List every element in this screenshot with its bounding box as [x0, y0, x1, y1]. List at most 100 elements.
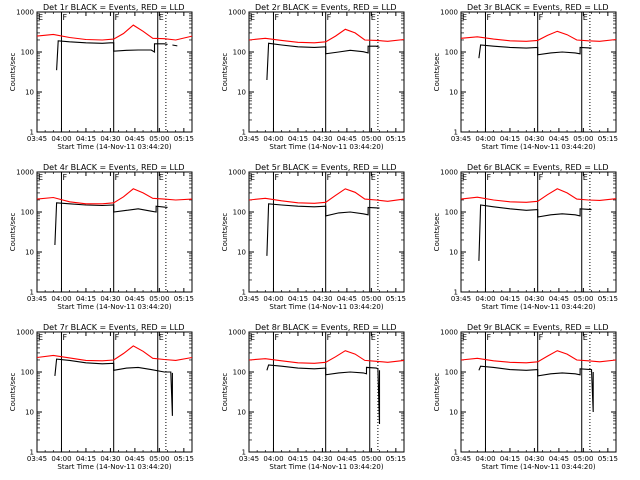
chart-title: Det 4r BLACK = Events, RED = LLD	[43, 163, 185, 172]
plot-frame	[36, 171, 193, 293]
x-tick-label: 05:00	[149, 135, 169, 143]
x-tick-label: 04:45	[125, 295, 145, 303]
x-tick-label: 05:00	[361, 295, 381, 303]
x-tick-label: 03:45	[27, 295, 47, 303]
x-tick-label: 04:45	[337, 135, 357, 143]
marker-label: F	[115, 333, 120, 342]
plot-frame	[248, 331, 405, 453]
x-tick-label: 03:45	[27, 135, 47, 143]
y-axis-label: Counts/sec	[221, 53, 229, 92]
marker-label: F	[62, 173, 67, 182]
y-tick-label: 10	[237, 409, 246, 417]
marker-label: F	[115, 173, 120, 182]
lld-series-line	[460, 350, 617, 364]
y-tick-label: 10	[25, 89, 34, 97]
x-tick-label: 04:30	[100, 295, 120, 303]
x-tick-label: 05:15	[174, 295, 194, 303]
events-series-line	[172, 44, 178, 47]
marker-label: E	[583, 173, 588, 182]
x-tick-label: 05:15	[386, 135, 406, 143]
chart-title: Det 7r BLACK = Events, RED = LLD	[43, 323, 185, 332]
y-tick-label: 1000	[228, 169, 246, 177]
lld-series-line	[36, 345, 193, 362]
marker-label: E	[371, 333, 376, 342]
marker-label: E	[159, 13, 164, 22]
x-tick-label: 03:45	[27, 455, 47, 463]
lld-series-line	[248, 28, 405, 44]
y-tick-label: 100	[21, 209, 34, 217]
y-tick-label: 1	[454, 289, 458, 297]
marker-label: E	[159, 173, 164, 182]
events-series-line	[478, 44, 592, 59]
plot-frame	[248, 171, 405, 293]
chart-title: Det 8r BLACK = Events, RED = LLD	[255, 323, 397, 332]
y-axis-label: Counts/sec	[9, 53, 17, 92]
y-tick-label: 100	[21, 49, 34, 57]
lld-series-line	[248, 188, 405, 204]
marker-label: F	[327, 13, 332, 22]
x-tick-label: 04:15	[76, 295, 96, 303]
events-series-line	[478, 204, 592, 261]
y-tick-label: 1	[242, 289, 246, 297]
chart-title: Det 5r BLACK = Events, RED = LLD	[255, 163, 397, 172]
marker-label: F	[274, 173, 279, 182]
x-tick-label: 04:45	[337, 295, 357, 303]
x-tick-label: 04:15	[288, 295, 308, 303]
marker-label: E	[462, 13, 467, 22]
x-tick-label: 05:00	[149, 455, 169, 463]
x-tick-label: 03:45	[239, 135, 259, 143]
y-tick-label: 100	[445, 369, 458, 377]
x-tick-label: 05:00	[573, 455, 593, 463]
x-tick-label: 04:00	[475, 295, 495, 303]
marker-label: F	[115, 13, 120, 22]
x-tick-label: 04:45	[337, 455, 357, 463]
y-tick-label: 1000	[16, 329, 34, 337]
marker-label: E	[462, 173, 467, 182]
x-tick-label: 05:00	[573, 135, 593, 143]
chart-panel-5: Det 5r BLACK = Events, RED = LLD 1 10 100 10…	[221, 163, 406, 311]
x-tick-label: 04:00	[263, 295, 283, 303]
x-tick-label: 04:30	[524, 295, 544, 303]
plot-frame	[36, 331, 193, 453]
y-axis-label: Counts/sec	[433, 373, 441, 412]
y-tick-label: 1	[242, 449, 246, 457]
y-tick-label: 1	[454, 449, 458, 457]
chart-panel-8: Det 8r BLACK = Events, RED = LLD 1 10 100 10…	[221, 323, 406, 471]
chart-title: Det 9r BLACK = Events, RED = LLD	[467, 323, 609, 332]
x-tick-label: 04:30	[524, 135, 544, 143]
y-tick-label: 10	[449, 249, 458, 257]
x-tick-label: 04:00	[475, 455, 495, 463]
lld-series-line	[248, 350, 405, 364]
marker-label: F	[486, 13, 491, 22]
x-tick-label: 04:15	[76, 455, 96, 463]
events-series-line	[266, 203, 380, 256]
y-axis-label: Counts/sec	[9, 373, 17, 412]
x-tick-label: 04:00	[263, 455, 283, 463]
x-tick-label: 04:15	[288, 455, 308, 463]
marker-label: F	[486, 173, 491, 182]
chart-panel-4: Det 4r BLACK = Events, RED = LLD 1 10 100 10…	[9, 163, 194, 311]
x-tick-label: 04:15	[288, 135, 308, 143]
marker-label: E	[462, 333, 467, 342]
marker-label: E	[371, 13, 376, 22]
x-tick-label: 04:30	[312, 295, 332, 303]
y-tick-label: 1	[454, 129, 458, 137]
x-tick-label: 04:15	[500, 295, 520, 303]
chart-panel-7: Det 7r BLACK = Events, RED = LLD 1 10 100 10…	[9, 323, 194, 471]
y-tick-label: 100	[21, 369, 34, 377]
x-tick-label: 04:45	[125, 455, 145, 463]
marker-label: F	[539, 333, 544, 342]
marker-label: E	[583, 13, 588, 22]
marker-label: F	[327, 173, 332, 182]
x-tick-label: 03:45	[451, 135, 471, 143]
x-tick-label: 04:00	[475, 135, 495, 143]
chart-panel-9: Det 9r BLACK = Events, RED = LLD 1 10 100 10…	[433, 323, 618, 471]
plot-frame	[248, 11, 405, 133]
x-axis-label: Start Time (14-Nov-11 03:44:20)	[57, 143, 171, 151]
x-tick-label: 05:15	[174, 135, 194, 143]
events-series-line	[266, 42, 380, 81]
marker-label: F	[274, 333, 279, 342]
x-tick-label: 05:15	[598, 135, 618, 143]
y-axis-label: Counts/sec	[433, 53, 441, 92]
